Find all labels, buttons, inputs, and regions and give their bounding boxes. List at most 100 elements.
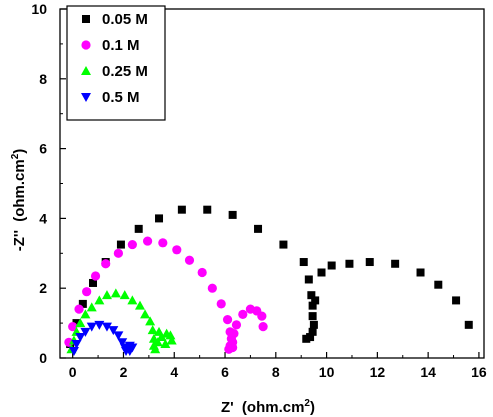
x-axis-title-main: Z' (221, 399, 234, 416)
data-point (160, 339, 171, 349)
data-point (124, 341, 135, 351)
axes: 0 2 4 6 8 10 12 14 16 0 2 4 6 8 10 (31, 1, 486, 380)
legend-box (66, 5, 166, 121)
legend-marker (81, 66, 91, 75)
data-point (75, 333, 86, 343)
y-tick-label: 4 (39, 210, 47, 226)
legend-label: 0.05 M (102, 11, 148, 28)
data-point (216, 299, 226, 309)
data-point (238, 309, 248, 319)
legend-marker (81, 40, 91, 50)
legend-label: 0.1 M (102, 37, 140, 54)
data-point (228, 210, 237, 219)
series-1 (64, 236, 268, 354)
data-point (152, 337, 163, 347)
data-point (101, 322, 112, 332)
data-point (74, 304, 84, 314)
data-point (222, 315, 233, 325)
x-tick-label: 0 (69, 364, 77, 380)
data-point (257, 311, 267, 321)
y-axis-title-main: -Z'' (11, 230, 28, 251)
series-3 (68, 320, 138, 357)
x-tick-label: 2 (120, 364, 128, 380)
y-axis-title-close: ) (11, 149, 28, 154)
data-point (86, 322, 97, 332)
y-tick-label: 10 (31, 1, 47, 17)
data-point (327, 261, 336, 270)
data-point (75, 318, 86, 328)
data-point (119, 290, 130, 300)
data-point (134, 224, 143, 233)
data-point (150, 344, 161, 354)
data-point (434, 280, 443, 289)
y-axis-title-unit: (ohm.cm (11, 159, 28, 222)
legend: 0.05 M 0.1 M 0.25 M 0.5 M (66, 5, 166, 121)
data-point (229, 328, 239, 339)
data-point (452, 296, 461, 305)
data-point (308, 327, 317, 336)
data-point (345, 259, 354, 268)
legend-marker (82, 15, 90, 23)
data-point (142, 236, 153, 246)
data-point (228, 342, 238, 353)
data-point (365, 258, 374, 267)
data-points (64, 205, 473, 357)
y-tick-label: 0 (39, 350, 47, 366)
data-point (90, 271, 101, 281)
data-point (134, 300, 145, 310)
data-point (94, 295, 105, 305)
data-point (158, 238, 168, 248)
data-point (302, 334, 311, 343)
y-tick-label: 8 (39, 71, 47, 87)
x-axis-title-sup: 2 (304, 398, 310, 409)
data-point (78, 299, 87, 308)
data-point (108, 326, 119, 336)
data-point (258, 321, 268, 332)
data-point (140, 309, 151, 319)
data-point (101, 259, 111, 269)
x-tick-label: 6 (221, 364, 229, 380)
data-point (231, 320, 242, 330)
data-point (86, 302, 97, 312)
x-axis-title-close: ) (310, 399, 315, 416)
data-point (304, 275, 313, 284)
data-point (464, 320, 473, 329)
x-axis-title: Z' (ohm.cm2) (221, 398, 315, 416)
data-point (207, 283, 217, 293)
x-tick-label: 8 (272, 364, 280, 380)
data-point (154, 326, 165, 336)
x-axis-title-unit: (ohm.cm (242, 399, 305, 416)
x-tick-label: 14 (420, 364, 436, 380)
y-tick-label: 2 (39, 280, 47, 296)
x-tick-label: 12 (370, 364, 386, 380)
data-point (156, 332, 167, 342)
series-0 (66, 205, 473, 349)
x-tick-label: 16 (471, 364, 487, 380)
data-point (391, 259, 400, 268)
data-point (416, 268, 425, 277)
legend-label: 0.25 M (102, 63, 148, 80)
legend-label: 0.5 M (102, 89, 140, 106)
y-tick-label: 6 (39, 141, 47, 157)
data-point (155, 214, 164, 223)
data-point (80, 327, 91, 337)
data-point (117, 338, 128, 348)
data-point (165, 330, 176, 340)
x-tick-label: 4 (170, 364, 178, 380)
data-point (82, 287, 92, 297)
data-point (113, 248, 123, 258)
data-point (145, 316, 156, 326)
data-point (101, 290, 112, 300)
data-point (72, 319, 81, 328)
data-point (116, 240, 125, 249)
y-axis-title-sup: 2 (10, 153, 21, 159)
data-point (71, 340, 82, 350)
data-point (64, 337, 74, 347)
data-point (197, 267, 207, 278)
data-point (279, 240, 288, 249)
data-point (307, 291, 316, 300)
data-point (308, 312, 317, 321)
data-point (203, 205, 212, 214)
data-point (80, 309, 91, 319)
